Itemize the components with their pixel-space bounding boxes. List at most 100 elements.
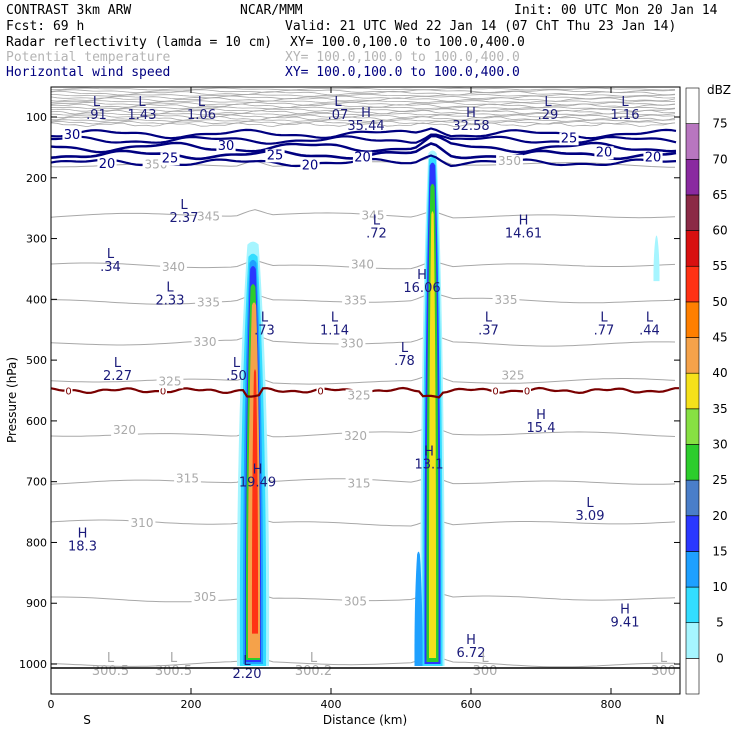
- theta-contour-325: [51, 374, 676, 385]
- theta-label-halo: [342, 430, 369, 444]
- theta-label-halo: [191, 335, 219, 349]
- extremum-type: L: [180, 198, 188, 213]
- theta-label: 335: [495, 293, 518, 307]
- extremum-type: H: [253, 463, 263, 478]
- stratospheric-theta-bundle: [51, 87, 676, 128]
- colorbar-swatch: [685, 551, 700, 588]
- extremum-type: L: [114, 356, 122, 371]
- column2-side-echo: [414, 551, 423, 667]
- y-axis-label: Pressure (hPa): [5, 357, 19, 443]
- colorbar-level-label: 45: [712, 331, 727, 345]
- wind-label: 30: [218, 139, 235, 154]
- wind-label-halo: [300, 159, 320, 173]
- colorbar-swatch: [685, 515, 700, 552]
- extremum-value: 300.5: [155, 664, 192, 679]
- extremum-type: L: [93, 95, 101, 110]
- extremum-value: 2.27: [103, 369, 132, 384]
- colorbar-unit: dBZ: [707, 83, 731, 97]
- wind-label: 20: [645, 151, 662, 166]
- extremum-value: 19.49: [239, 476, 276, 491]
- theta-contour-stratosphere: [51, 100, 676, 104]
- x-tick-label: 0: [48, 698, 55, 711]
- freezing-label-halo: [523, 386, 531, 397]
- extremum-type: L: [233, 356, 241, 371]
- x-tick-label: 400: [321, 698, 342, 711]
- extremum-value: 3.09: [576, 509, 605, 524]
- plot-frame: [50, 86, 681, 695]
- theta-label: 350: [498, 154, 521, 168]
- extremum-value: 18.3: [68, 539, 97, 554]
- extremum-value: 1.14: [320, 324, 349, 339]
- colorbar: 0 5 10 15 20 25 30 35 40 45 50 55 60 65 70 75 dBZ: [685, 83, 731, 695]
- extremum-value: 9.41: [611, 615, 640, 630]
- extremum-type: L: [138, 95, 146, 110]
- theta-contour-stratosphere: [51, 119, 676, 122]
- extremum-value: 35.44: [347, 119, 384, 134]
- extremum-value: .50: [226, 369, 247, 384]
- extremum-type: L: [481, 651, 489, 666]
- extremum-value: 2.37: [170, 211, 199, 226]
- y-tick-label: 700: [26, 476, 47, 489]
- theta-label: 310: [131, 516, 154, 530]
- extremum-value: .29: [538, 108, 559, 123]
- extremum-type: L: [107, 247, 115, 262]
- wind-label-halo: [160, 152, 180, 166]
- theta-label-halo: [496, 154, 523, 168]
- freezing-level-label: 0: [317, 387, 323, 398]
- field-xy-wind: XY= 100.0,100.0 to 100.0,400.0: [285, 65, 520, 80]
- theta-label-halo: [345, 389, 373, 403]
- extremum-type: L: [646, 311, 654, 326]
- theta-label: 305: [344, 594, 367, 608]
- freezing-level-label: 0: [524, 387, 530, 398]
- extremum-type: L: [107, 651, 115, 666]
- wind-label: 25: [162, 151, 179, 166]
- extremum-type: H: [466, 633, 476, 648]
- y-tick-label: 400: [26, 293, 47, 306]
- theta-label: 345: [197, 210, 220, 224]
- theta-contour-stratosphere: [51, 116, 676, 121]
- extremum-value: .91: [86, 108, 107, 123]
- theta-label: 305: [194, 590, 217, 604]
- south-label: S: [83, 713, 91, 727]
- extremum-type: H: [424, 444, 434, 459]
- wind-label-halo: [594, 146, 614, 160]
- extremum-value: 13.1: [415, 457, 444, 472]
- colorbar-swatch: [685, 123, 700, 160]
- wind-label-halo: [643, 151, 663, 165]
- field-name-theta: Potential temperature: [6, 50, 171, 65]
- theta-label-halo: [338, 337, 366, 351]
- extremum-type: H: [620, 602, 630, 617]
- freezing-label-halo: [491, 386, 500, 397]
- extremum-value: .37: [478, 324, 499, 339]
- theta-contour-stratosphere: [51, 103, 676, 109]
- wind-label-halo: [97, 157, 117, 171]
- theta-contour-stratosphere: [51, 101, 676, 106]
- freezing-label-halo: [64, 386, 73, 397]
- freezing-level-label: 0: [65, 387, 71, 398]
- wind-label: 25: [561, 131, 578, 146]
- extremum-type: L: [331, 311, 339, 326]
- extremum-value: 2.33: [156, 293, 185, 308]
- theta-label: 325: [159, 374, 182, 388]
- colorbar-swatch: [685, 194, 700, 231]
- field-name-reflectivity: Radar reflectivity (lamda = 10 cm): [6, 35, 273, 50]
- extremum-value: 1.06: [187, 108, 216, 123]
- colorbar-level-label: 25: [712, 473, 727, 487]
- extremum-type: H: [466, 106, 476, 121]
- colorbar-swatch: [685, 658, 700, 695]
- theta-contour-stratosphere: [51, 97, 676, 102]
- extremum-value: 16.06: [403, 281, 440, 296]
- theta-label: 335: [344, 294, 367, 308]
- theta-label-halo: [195, 210, 222, 224]
- x-tick-label: 200: [181, 698, 202, 711]
- theta-label-halo: [342, 294, 369, 308]
- theta-label: 320: [344, 429, 367, 443]
- theta-label-halo: [345, 477, 373, 491]
- column2-40dbz: [428, 211, 437, 659]
- north-label: N: [656, 713, 665, 727]
- theta-label: 315: [176, 472, 199, 486]
- extremum-type: H: [519, 213, 529, 228]
- extremum-type: L: [600, 311, 608, 326]
- extremum-type: H: [536, 408, 546, 423]
- wind-label-halo: [352, 151, 373, 165]
